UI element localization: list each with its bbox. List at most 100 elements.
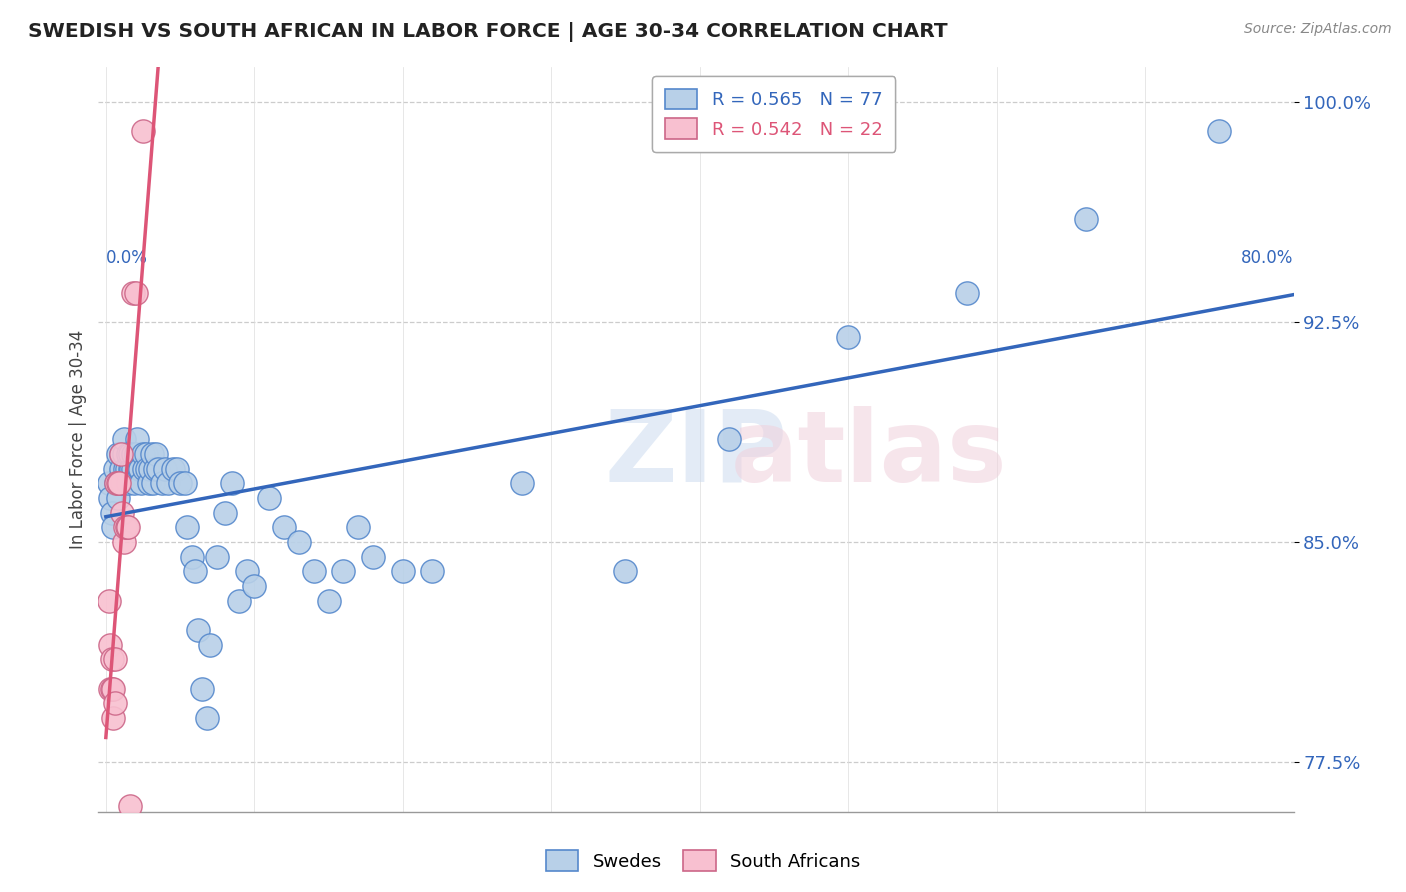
Point — [103, 681, 125, 696]
Point — [221, 476, 243, 491]
Point — [129, 461, 152, 475]
Point — [110, 461, 132, 475]
Point — [128, 461, 150, 475]
Point — [181, 549, 204, 564]
Point — [98, 638, 121, 652]
Point — [104, 461, 127, 475]
Point — [136, 461, 159, 475]
Point — [243, 579, 266, 593]
Point — [391, 564, 413, 578]
Point — [97, 593, 120, 607]
Point — [273, 520, 295, 534]
Point — [110, 447, 132, 461]
Point — [155, 461, 177, 475]
Point — [510, 476, 533, 491]
Point — [169, 476, 191, 491]
Point — [115, 520, 138, 534]
Point — [104, 652, 127, 666]
Y-axis label: In Labor Force | Age 30-34: In Labor Force | Age 30-34 — [69, 330, 87, 549]
Point — [184, 564, 207, 578]
Point — [121, 461, 143, 475]
Point — [139, 461, 162, 475]
Point — [166, 461, 188, 475]
Text: SWEDISH VS SOUTH AFRICAN IN LABOR FORCE | AGE 30-34 CORRELATION CHART: SWEDISH VS SOUTH AFRICAN IN LABOR FORCE … — [28, 22, 948, 42]
Point — [361, 549, 384, 564]
Point — [97, 476, 120, 491]
Point — [111, 506, 134, 520]
Point — [146, 461, 169, 475]
Point — [302, 564, 325, 578]
Point — [198, 638, 221, 652]
Point — [288, 535, 311, 549]
Point — [1074, 212, 1097, 227]
Point — [118, 798, 141, 813]
Point — [112, 447, 135, 461]
Point — [347, 520, 370, 534]
Point — [134, 461, 156, 475]
Point — [112, 432, 135, 446]
Point — [145, 447, 167, 461]
Point — [103, 711, 125, 725]
Point — [107, 476, 129, 491]
Point — [121, 447, 143, 461]
Point — [118, 447, 141, 461]
Text: Source: ZipAtlas.com: Source: ZipAtlas.com — [1244, 22, 1392, 37]
Point — [107, 491, 129, 505]
Point — [141, 447, 163, 461]
Point — [837, 329, 859, 343]
Point — [191, 681, 214, 696]
Point — [142, 476, 165, 491]
Point — [422, 564, 444, 578]
Text: atlas: atlas — [731, 406, 1008, 503]
Point — [105, 476, 128, 491]
Text: 80.0%: 80.0% — [1241, 250, 1294, 268]
Point — [143, 461, 166, 475]
Point — [157, 476, 180, 491]
Point — [117, 520, 139, 534]
Point — [614, 564, 637, 578]
Point — [131, 476, 153, 491]
Point — [104, 696, 127, 710]
Text: ZIP: ZIP — [605, 406, 787, 503]
Point — [173, 476, 195, 491]
Point — [150, 476, 173, 491]
Point — [108, 476, 131, 491]
Point — [108, 476, 131, 491]
Point — [107, 447, 129, 461]
Point — [135, 447, 157, 461]
Point — [125, 432, 148, 446]
Point — [1208, 124, 1230, 138]
Point — [132, 124, 155, 138]
Point — [120, 461, 142, 475]
Point — [114, 520, 136, 534]
Point — [110, 447, 132, 461]
Point — [124, 447, 146, 461]
Point — [332, 564, 354, 578]
Point — [121, 285, 143, 300]
Point — [103, 520, 125, 534]
Point — [98, 681, 121, 696]
Point — [115, 461, 138, 475]
Point — [101, 652, 124, 666]
Point — [132, 447, 155, 461]
Point — [117, 447, 139, 461]
Legend: Swedes, South Africans: Swedes, South Africans — [538, 843, 868, 879]
Point — [114, 461, 136, 475]
Point — [257, 491, 280, 505]
Point — [187, 623, 209, 637]
Point — [122, 476, 145, 491]
Point — [718, 432, 741, 446]
Point — [236, 564, 259, 578]
Point — [101, 681, 124, 696]
Point — [162, 461, 184, 475]
Point — [176, 520, 198, 534]
Point — [318, 593, 340, 607]
Legend: R = 0.565   N = 77, R = 0.542   N = 22: R = 0.565 N = 77, R = 0.542 N = 22 — [652, 76, 896, 152]
Point — [195, 711, 218, 725]
Point — [105, 476, 128, 491]
Point — [124, 285, 146, 300]
Point — [112, 535, 135, 549]
Point — [111, 476, 134, 491]
Point — [98, 491, 121, 505]
Point — [956, 285, 979, 300]
